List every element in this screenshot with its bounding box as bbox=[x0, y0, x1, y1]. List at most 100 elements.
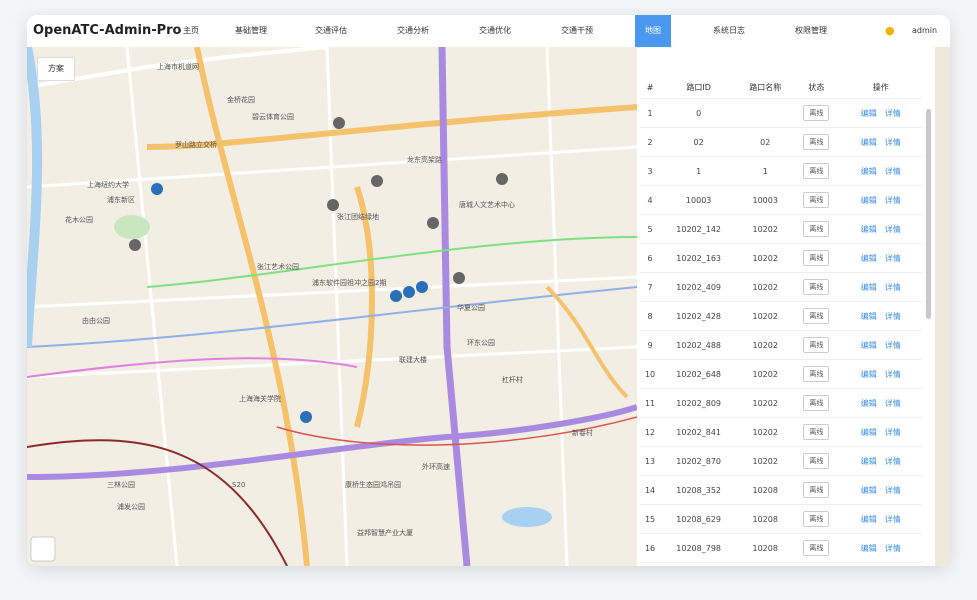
map-label: 外环高速 bbox=[422, 462, 450, 471]
edit-link[interactable]: 编辑 bbox=[860, 137, 877, 147]
row-index: 12 bbox=[640, 417, 661, 447]
nav-item[interactable]: 基础管理 bbox=[235, 26, 267, 35]
actions-cell: 编辑详情 bbox=[839, 185, 922, 215]
user-menu[interactable]: admin bbox=[912, 26, 938, 35]
status-cell: 离线 bbox=[793, 475, 840, 505]
edit-link[interactable]: 编辑 bbox=[860, 253, 877, 263]
actions-cell: 编辑详情 bbox=[839, 446, 922, 476]
nav-item[interactable]: 交通优化 bbox=[479, 26, 511, 35]
detail-link[interactable]: 详情 bbox=[884, 485, 901, 495]
nav-item[interactable]: 地图 bbox=[635, 15, 671, 47]
status-tag: 离线 bbox=[803, 221, 830, 237]
row-index: 14 bbox=[640, 475, 661, 505]
edit-link[interactable]: 编辑 bbox=[860, 166, 877, 176]
intersection-id: 10202_488 bbox=[660, 330, 738, 360]
marker[interactable] bbox=[496, 173, 508, 185]
nav-item[interactable]: 交通评估 bbox=[315, 26, 347, 35]
detail-link[interactable]: 详情 bbox=[884, 195, 901, 205]
edit-link[interactable]: 编辑 bbox=[860, 340, 877, 350]
detail-link[interactable]: 详情 bbox=[884, 340, 901, 350]
park bbox=[114, 215, 150, 239]
marker[interactable] bbox=[371, 175, 383, 187]
edit-link[interactable]: 编辑 bbox=[860, 514, 877, 524]
edit-link[interactable]: 编辑 bbox=[860, 543, 877, 553]
edit-link[interactable]: 编辑 bbox=[860, 108, 877, 118]
marker[interactable] bbox=[151, 183, 163, 195]
marker[interactable] bbox=[129, 239, 141, 251]
intersection-id: 10202_648 bbox=[660, 359, 738, 389]
intersection-id: 10003 bbox=[660, 185, 738, 215]
map-label: 碧云体育公园 bbox=[252, 112, 294, 121]
scrollbar[interactable] bbox=[926, 109, 931, 319]
table-row: 1710209_10010209离线编辑详情 bbox=[640, 562, 922, 566]
detail-link[interactable]: 详情 bbox=[884, 282, 901, 292]
detail-link[interactable]: 详情 bbox=[884, 398, 901, 408]
nav-item[interactable]: 主页 bbox=[183, 26, 199, 35]
marker[interactable] bbox=[427, 217, 439, 229]
intersection-name: 10208 bbox=[737, 475, 794, 505]
detail-link[interactable]: 详情 bbox=[884, 108, 901, 118]
marker[interactable] bbox=[390, 290, 402, 302]
lake bbox=[502, 507, 552, 527]
edit-link[interactable]: 编辑 bbox=[860, 456, 877, 466]
nav-item[interactable]: 系统日志 bbox=[713, 26, 745, 35]
detail-link[interactable]: 详情 bbox=[884, 456, 901, 466]
detail-link[interactable]: 详情 bbox=[884, 427, 901, 437]
intersection-id: 10208_629 bbox=[660, 504, 738, 534]
marker[interactable] bbox=[453, 272, 465, 284]
map-label: 浦东新区 bbox=[107, 195, 135, 204]
edit-link[interactable]: 编辑 bbox=[860, 195, 877, 205]
detail-link[interactable]: 详情 bbox=[884, 311, 901, 321]
marker[interactable] bbox=[300, 411, 312, 423]
actions-cell: 编辑详情 bbox=[839, 98, 922, 128]
edit-link[interactable]: 编辑 bbox=[860, 369, 877, 379]
marker[interactable] bbox=[416, 281, 428, 293]
detail-link[interactable]: 详情 bbox=[884, 137, 901, 147]
map-label: 杠杆村 bbox=[502, 375, 523, 384]
map-label: 浦发公园 bbox=[117, 502, 145, 511]
marker[interactable] bbox=[327, 199, 339, 211]
actions-cell: 编辑详情 bbox=[839, 359, 922, 389]
scheme-button[interactable]: 方案 bbox=[37, 57, 75, 81]
edit-link[interactable]: 编辑 bbox=[860, 398, 877, 408]
map-label: 华夏公园 bbox=[457, 303, 485, 312]
detail-link[interactable]: 详情 bbox=[884, 224, 901, 234]
intersection-id: 10202_163 bbox=[660, 243, 738, 273]
edit-link[interactable]: 编辑 bbox=[860, 427, 877, 437]
table-row: 10 10202_648 10202 离线 编辑 详情 bbox=[640, 359, 922, 389]
intersection-id: 10208_352 bbox=[660, 475, 738, 505]
row-index: 3 bbox=[640, 156, 661, 186]
detail-link[interactable]: 详情 bbox=[884, 166, 901, 176]
nav-item[interactable]: 交通分析 bbox=[397, 26, 429, 35]
intersection-id: 10202_409 bbox=[660, 272, 738, 302]
map-label: 罗山路立交桥 bbox=[175, 140, 217, 149]
row-index: 17 bbox=[640, 562, 661, 566]
intersection-id: 1 bbox=[660, 156, 738, 186]
marker[interactable] bbox=[333, 117, 345, 129]
detail-link[interactable]: 详情 bbox=[884, 253, 901, 263]
detail-link[interactable]: 详情 bbox=[884, 369, 901, 379]
row-index: 11 bbox=[640, 388, 661, 418]
edit-link[interactable]: 编辑 bbox=[860, 311, 877, 321]
detail-link[interactable]: 详情 bbox=[884, 514, 901, 524]
map-label: 康桥生态园鸿吊园 bbox=[345, 480, 401, 489]
map-label: 金桥花园 bbox=[227, 95, 255, 104]
actions-cell: 编辑详情 bbox=[839, 214, 922, 244]
bell-icon[interactable]: ● bbox=[885, 24, 895, 37]
layer-button[interactable] bbox=[30, 536, 56, 562]
detail-link[interactable]: 详情 bbox=[884, 543, 901, 553]
nav-item[interactable]: 权限管理 bbox=[795, 26, 827, 35]
nav-item[interactable]: 交通干预 bbox=[561, 26, 593, 35]
intersection-name: 10202 bbox=[737, 417, 794, 447]
status-cell: 离线 bbox=[793, 301, 840, 331]
edit-link[interactable]: 编辑 bbox=[860, 485, 877, 495]
edit-link[interactable]: 编辑 bbox=[860, 224, 877, 234]
table-row: 8 10202_428 10202 离线 编辑 详情 bbox=[640, 301, 922, 331]
edit-link[interactable]: 编辑 bbox=[860, 282, 877, 292]
intersection-id: 10208_798 bbox=[660, 533, 738, 563]
map[interactable]: 上海市机道网金桥花园碧云体育公园罗山路立交桥上海纽约大学浦东新区张江团结绿地张江… bbox=[27, 47, 637, 566]
intersection-name: 10202 bbox=[737, 330, 794, 360]
marker[interactable] bbox=[403, 286, 415, 298]
row-index: 5 bbox=[640, 214, 661, 244]
